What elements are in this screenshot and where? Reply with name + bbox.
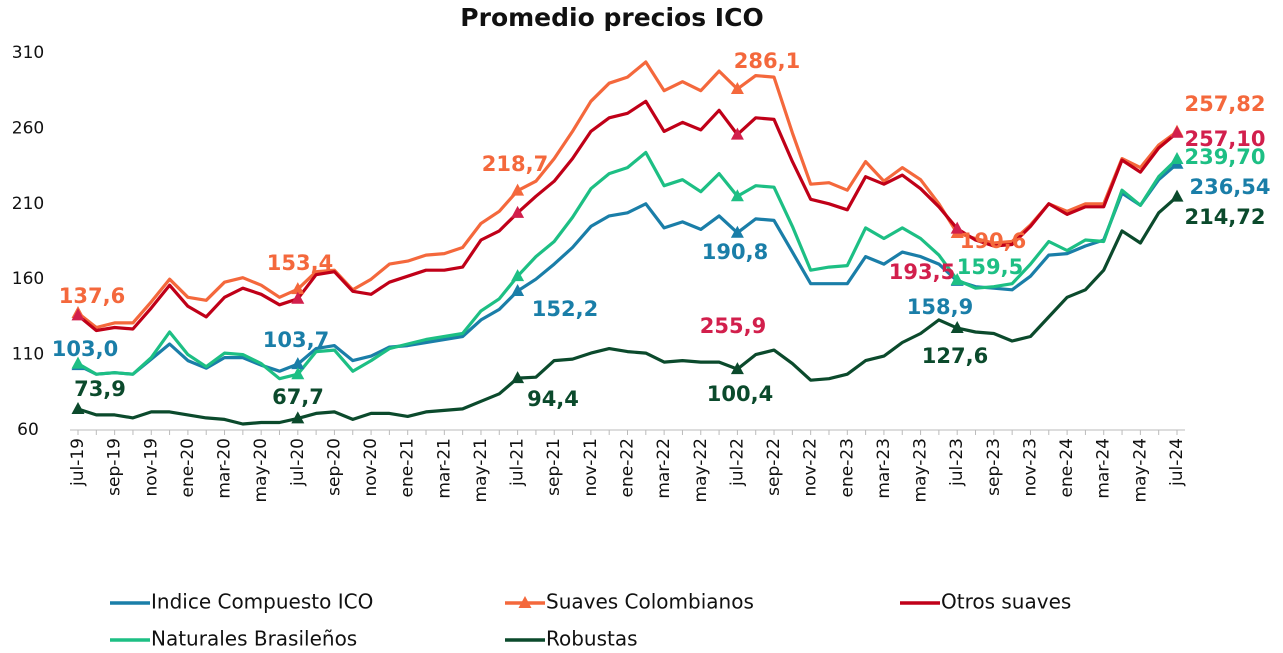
marker: [291, 411, 305, 424]
data-label: 127,6: [922, 344, 988, 368]
marker: [511, 371, 525, 384]
x-tick-label: ene-23: [837, 438, 857, 497]
series-line: [77, 195, 1179, 426]
x-tick-label: may-20: [251, 438, 271, 503]
marker: [71, 402, 85, 415]
x-tick-label: jul-23: [947, 438, 967, 487]
data-label: 214,72: [1184, 205, 1265, 229]
x-tick-label: jul-19: [68, 438, 88, 487]
marker: [291, 291, 305, 304]
data-label: 218,7: [482, 152, 548, 176]
y-tick-label: 60: [17, 420, 39, 440]
marker: [511, 269, 525, 282]
y-tick-label: 310: [12, 43, 44, 63]
marker: [511, 283, 525, 296]
marker: [950, 321, 964, 334]
data-label: 159,5: [957, 255, 1023, 279]
x-tick-label: may-21: [471, 438, 491, 503]
x-tick-label: nov-22: [801, 438, 821, 497]
data-label: 153,4: [267, 251, 333, 275]
data-label: 190,8: [702, 240, 768, 264]
x-tick-label: jul-22: [727, 438, 747, 487]
x-tick-label: jul-20: [288, 438, 308, 487]
chart-title: Promedio precios ICO: [460, 3, 763, 32]
marker: [730, 225, 744, 238]
y-tick-label: 110: [12, 345, 44, 365]
marker: [730, 362, 744, 375]
data-label: 257,10: [1184, 127, 1265, 151]
marker: [730, 127, 744, 140]
data-label: 257,82: [1184, 92, 1265, 116]
x-tick-label: nov-19: [141, 438, 161, 497]
legend-label: Indice Compuesto ICO: [151, 590, 373, 614]
data-label: 137,6: [59, 284, 125, 308]
data-label: 103,0: [52, 337, 118, 361]
x-tick-label: ene-22: [618, 438, 638, 497]
data-label: 239,70: [1184, 145, 1265, 169]
x-tick-label: ene-24: [1057, 438, 1077, 497]
marker: [1170, 125, 1184, 138]
x-tick-label: sep-19: [105, 438, 125, 496]
legend-label: Suaves Colombianos: [546, 590, 754, 614]
x-tick-label: sep-22: [764, 438, 784, 496]
data-label: 67,7: [272, 385, 324, 409]
data-label: 103,7: [263, 328, 329, 352]
marker: [950, 221, 964, 234]
x-tick-label: sep-20: [324, 438, 344, 496]
data-label: 73,9: [74, 377, 126, 401]
x-tick-label: sep-23: [984, 438, 1004, 496]
data-label: 236,54: [1189, 175, 1270, 199]
data-label: 255,9: [700, 314, 766, 338]
marker: [950, 272, 964, 285]
marker: [291, 357, 305, 370]
marker: [730, 82, 744, 95]
series-line: [76, 99, 1179, 333]
series-line: [77, 150, 1179, 381]
x-tick-label: may-22: [691, 438, 711, 503]
legend-label: Naturales Brasileños: [151, 627, 357, 651]
marker: [730, 189, 744, 202]
data-label: 190,6: [960, 229, 1026, 253]
x-tick-label: may-24: [1130, 438, 1150, 503]
data-label: 100,4: [707, 382, 773, 406]
data-label: 286,1: [734, 49, 800, 73]
x-tick-label: may-23: [911, 438, 931, 503]
y-tick-label: 210: [12, 194, 44, 214]
x-tick-label: sep-21: [544, 438, 564, 496]
data-label: 193,5: [889, 260, 955, 284]
x-tick-label: nov-23: [1020, 438, 1040, 497]
y-tick-label: 160: [12, 269, 44, 289]
x-tick-label: mar-23: [874, 438, 894, 499]
marker: [291, 282, 305, 295]
marker: [291, 367, 305, 380]
data-label: 152,2: [532, 297, 598, 321]
data-label: 94,4: [527, 387, 579, 411]
series-line: [77, 60, 1178, 330]
marker: [1170, 152, 1184, 165]
marker: [71, 356, 85, 369]
x-tick-label: mar-22: [654, 438, 674, 499]
legend-label: Robustas: [546, 627, 638, 651]
y-tick-label: 260: [12, 118, 44, 138]
x-tick-label: nov-21: [581, 438, 601, 497]
x-tick-label: ene-21: [398, 438, 418, 497]
marker: [511, 183, 525, 196]
x-tick-label: jul-24: [1167, 438, 1187, 487]
x-tick-label: nov-20: [361, 438, 381, 497]
x-tick-label: mar-20: [215, 438, 235, 499]
x-tick-label: jul-21: [508, 438, 528, 487]
x-tick-label: ene-20: [178, 438, 198, 497]
marker: [71, 308, 85, 321]
marker: [511, 205, 525, 218]
data-label: 158,9: [907, 295, 973, 319]
marker: [1170, 189, 1184, 202]
x-tick-label: mar-21: [434, 438, 454, 499]
legend-marker: [518, 596, 532, 608]
legend-label: Otros suaves: [941, 590, 1071, 614]
x-tick-label: mar-24: [1094, 438, 1114, 499]
